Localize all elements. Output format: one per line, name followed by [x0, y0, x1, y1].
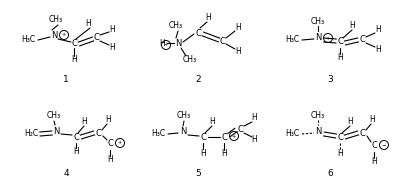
Text: CH₃: CH₃ — [47, 112, 61, 121]
Text: H: H — [371, 158, 377, 167]
Text: C: C — [93, 33, 99, 43]
Text: H: H — [251, 135, 257, 145]
Text: CH₃: CH₃ — [311, 111, 325, 120]
Text: +: + — [232, 134, 236, 138]
Text: 5: 5 — [195, 169, 201, 179]
Text: −: − — [382, 142, 386, 147]
Text: 4: 4 — [63, 169, 69, 179]
Text: CH₃: CH₃ — [177, 112, 191, 121]
Text: H₃C: H₃C — [285, 36, 299, 45]
Text: CH₃: CH₃ — [49, 15, 63, 24]
Text: H: H — [369, 116, 375, 125]
Text: H: H — [375, 26, 381, 35]
Text: H₂C: H₂C — [24, 129, 38, 138]
Text: H: H — [209, 117, 215, 126]
Text: H₃C: H₃C — [151, 129, 165, 138]
Text: H: H — [109, 44, 115, 53]
Text: +: + — [118, 141, 122, 146]
Text: C: C — [195, 28, 201, 37]
Text: C: C — [107, 139, 113, 148]
Text: H₃C: H₃C — [285, 129, 299, 138]
Text: H: H — [200, 148, 206, 158]
Text: C: C — [337, 133, 343, 142]
Text: H: H — [375, 45, 381, 54]
Text: N: N — [315, 33, 321, 43]
Text: C: C — [237, 125, 243, 134]
Text: H: H — [347, 117, 353, 126]
Text: H: H — [221, 150, 227, 159]
Text: N: N — [315, 128, 321, 137]
Text: C: C — [200, 133, 206, 142]
Text: H: H — [349, 22, 355, 31]
Text: H: H — [73, 147, 79, 156]
Text: C: C — [359, 36, 365, 45]
Text: N: N — [53, 128, 59, 137]
Text: H: H — [107, 155, 113, 164]
Text: CH₃: CH₃ — [183, 56, 197, 65]
Text: C: C — [371, 142, 377, 151]
Text: +: + — [62, 32, 66, 37]
Text: H: H — [105, 116, 111, 125]
Text: C: C — [73, 133, 79, 142]
Text: H: H — [71, 56, 77, 65]
Text: C: C — [359, 129, 365, 138]
Text: N: N — [175, 39, 181, 48]
Text: 3: 3 — [327, 75, 333, 84]
Text: 1: 1 — [63, 75, 69, 84]
Text: H: H — [109, 24, 115, 33]
Text: H: H — [235, 23, 241, 32]
Text: C: C — [219, 36, 225, 45]
Text: H: H — [337, 150, 343, 159]
Text: C: C — [71, 39, 77, 48]
Text: H: H — [85, 19, 91, 28]
Text: H: H — [81, 117, 87, 126]
Text: C: C — [337, 37, 343, 46]
Text: H: H — [251, 113, 257, 122]
Text: +: + — [326, 36, 330, 40]
Text: H: H — [337, 53, 343, 62]
Text: N: N — [180, 128, 186, 137]
Text: 2: 2 — [195, 75, 201, 84]
Text: CH₃: CH₃ — [169, 22, 183, 31]
Text: H₃C: H₃C — [21, 36, 35, 45]
Text: 6: 6 — [327, 169, 333, 179]
Text: N: N — [51, 32, 57, 40]
Text: +: + — [164, 43, 168, 48]
Text: H: H — [235, 48, 241, 57]
Text: H: H — [159, 39, 165, 48]
Text: C: C — [95, 129, 101, 138]
Text: H: H — [205, 14, 211, 23]
Text: CH₃: CH₃ — [311, 16, 325, 26]
Text: C: C — [221, 133, 227, 142]
